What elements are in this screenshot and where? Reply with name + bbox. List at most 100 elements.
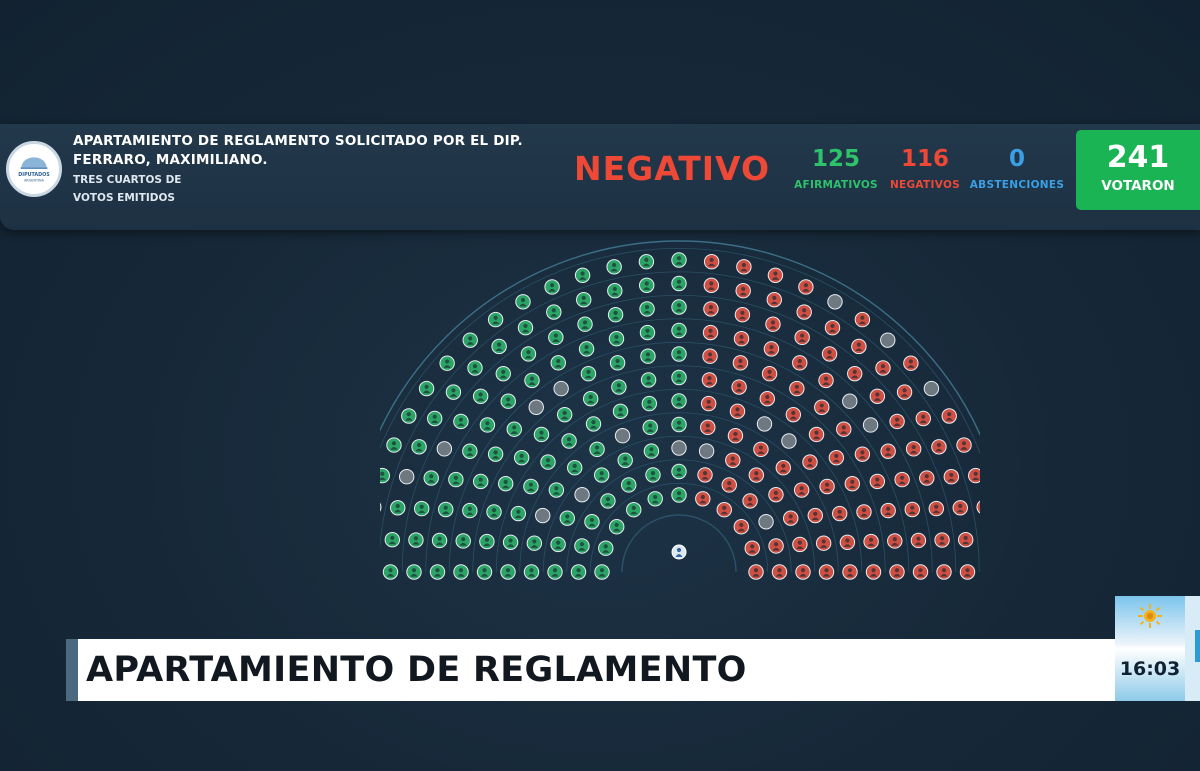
seat-afirmativo xyxy=(476,564,493,580)
row-guide xyxy=(380,271,980,573)
seat-afirmativo xyxy=(643,443,660,459)
seat-negativo xyxy=(934,532,950,548)
seat-negativo xyxy=(824,320,841,336)
seat-negativo xyxy=(759,390,776,407)
seat-afirmativo xyxy=(438,501,454,518)
seat-ausente xyxy=(614,428,631,444)
seat-negativo xyxy=(716,502,732,518)
seat-negativo xyxy=(943,469,960,485)
seat-negativo xyxy=(733,519,749,535)
seat-afirmativo xyxy=(607,283,623,299)
seat-negativo xyxy=(959,564,976,580)
seat-afirmativo xyxy=(491,338,507,355)
sun-of-may-icon xyxy=(1138,604,1162,628)
seat-afirmativo xyxy=(671,369,687,386)
seat-negativo xyxy=(748,564,764,580)
seat-afirmativo xyxy=(513,449,530,466)
seat-negativo xyxy=(736,259,752,275)
seat-afirmativo xyxy=(582,390,599,407)
seat-afirmativo xyxy=(640,348,656,364)
seat-ausente xyxy=(758,514,774,530)
seat-ausente xyxy=(528,399,544,415)
seat-negativo xyxy=(842,564,858,580)
chamber-arc xyxy=(621,514,737,573)
seat-afirmativo xyxy=(567,460,583,476)
seat-afirmativo xyxy=(671,393,687,409)
seat-negativo xyxy=(854,311,871,328)
seat-afirmativo xyxy=(639,324,656,341)
seat-afirmativo xyxy=(510,505,527,522)
seat-ausente xyxy=(574,486,590,503)
row-guide xyxy=(380,247,980,454)
seat-afirmativo xyxy=(487,311,504,328)
seat-negativo xyxy=(957,531,974,548)
seat-ausente xyxy=(436,441,453,457)
seat-negativo xyxy=(753,441,769,458)
abstenciones-count: 0 ABSTENCIONES xyxy=(969,144,1065,193)
seat-ausente xyxy=(756,416,773,432)
seat-negativo xyxy=(968,467,980,484)
seat-afirmativo xyxy=(600,493,616,509)
seat-afirmativo xyxy=(574,267,591,283)
seat-negativo xyxy=(748,467,765,483)
clock-widget: 16:03 xyxy=(1115,596,1185,701)
seat-negativo xyxy=(818,372,834,389)
svg-text:ARGENTINA: ARGENTINA xyxy=(24,179,45,183)
seat-negativo xyxy=(766,291,782,308)
seat-afirmativo xyxy=(671,322,687,339)
seat-negativo xyxy=(894,471,910,488)
seat-negativo xyxy=(775,460,791,476)
seat-ausente xyxy=(880,332,896,348)
seat-afirmativo xyxy=(462,332,478,348)
seat-ausente xyxy=(535,507,551,524)
seat-negativo xyxy=(819,478,835,495)
seat-negativo xyxy=(814,399,830,415)
seat-negativo xyxy=(869,388,886,404)
seat-afirmativo xyxy=(540,454,556,470)
seat-negativo xyxy=(695,491,711,507)
row-guide xyxy=(401,294,957,573)
seat-afirmativo xyxy=(578,341,595,357)
seat-negativo xyxy=(792,355,808,371)
vote-result: NEGATIVO xyxy=(574,149,771,188)
seat-afirmativo xyxy=(559,510,575,526)
motion-title-block: APARTAMIENTO DE REGLAMENTO SOLICITADO PO… xyxy=(73,132,573,207)
svg-text:DIPUTADOS: DIPUTADOS xyxy=(18,172,50,178)
seat-afirmativo xyxy=(626,502,642,518)
seat-negativo xyxy=(831,505,848,522)
seat-afirmativo xyxy=(608,331,625,347)
seat-negativo xyxy=(729,403,746,420)
lower-third-banner: APARTAMIENTO DE REGLAMENTO xyxy=(66,639,1116,701)
seat-afirmativo xyxy=(607,307,624,323)
seat-negativo xyxy=(931,439,947,455)
seat-afirmativo xyxy=(473,473,489,490)
chamber-seat-map xyxy=(380,240,980,580)
seat-negativo xyxy=(905,441,922,457)
seat-afirmativo xyxy=(408,532,424,548)
seat-afirmativo xyxy=(639,301,655,317)
seat-negativo xyxy=(765,316,781,332)
clock-time: 16:03 xyxy=(1119,658,1181,680)
seat-afirmativo xyxy=(574,538,590,554)
seat-afirmativo xyxy=(556,406,573,423)
seat-negativo xyxy=(889,564,905,580)
seat-ausente xyxy=(781,433,797,449)
seat-negativo xyxy=(697,467,713,483)
seat-afirmativo xyxy=(617,452,633,468)
seat-ausente xyxy=(827,294,843,310)
seat-negativo xyxy=(889,413,905,430)
seat-negativo xyxy=(807,507,823,524)
chamber-arc xyxy=(380,240,980,437)
seat-negativo xyxy=(836,421,852,437)
seat-negativo xyxy=(734,307,751,323)
abstenciones-value: 0 xyxy=(1008,146,1025,172)
seat-afirmativo xyxy=(487,446,504,462)
seat-negativo xyxy=(828,449,845,466)
seat-afirmativo xyxy=(544,279,560,295)
seat-negativo xyxy=(733,331,750,347)
afirmativos-label: AFIRMATIVOS xyxy=(794,179,878,191)
seat-negativo xyxy=(798,279,814,295)
seat-afirmativo xyxy=(401,408,417,424)
seat-afirmativo xyxy=(645,467,661,483)
seat-afirmativo xyxy=(640,372,657,388)
